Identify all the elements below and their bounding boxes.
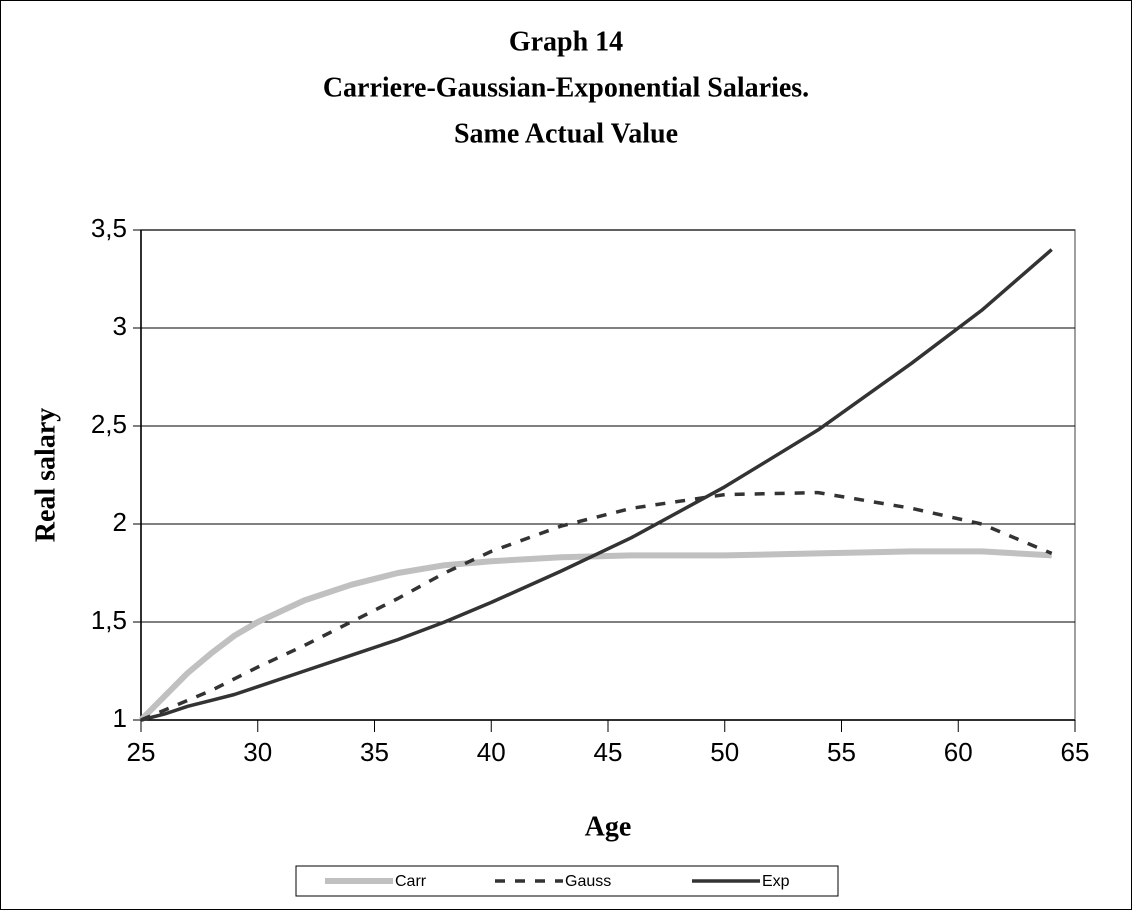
y-tick-label: 1,5 [91,605,127,635]
chart-title: Carriere-Gaussian-Exponential Salaries. [323,72,809,103]
series-line [140,248,1053,722]
x-tick-label: 45 [594,737,623,767]
plot-area [140,229,1076,721]
legend-label: Gauss [565,873,611,890]
x-tick-label: 30 [243,737,272,767]
chart-title: Graph 14 [509,26,623,57]
series-line [138,548,1052,723]
y-tick-label: 1 [113,703,127,733]
legend-label: Exp [762,873,790,890]
x-tick-label: 40 [477,737,506,767]
y-tick-label: 3,5 [91,213,127,243]
x-tick-label: 60 [944,737,973,767]
x-tick-label: 25 [127,737,156,767]
chart-title: Same Actual Value [454,118,678,149]
x-tick-label: 50 [710,737,739,767]
x-axis-label: Age [585,811,632,842]
y-tick-label: 2 [113,507,127,537]
legend-label: Carr [395,873,427,890]
y-tick-label: 3 [113,311,127,341]
y-axis-label: Real salary [30,408,61,543]
y-tick-label: 2,5 [91,409,127,439]
x-tick-label: 35 [360,737,389,767]
x-tick-label: 55 [827,737,856,767]
x-tick-label: 65 [1061,737,1090,767]
